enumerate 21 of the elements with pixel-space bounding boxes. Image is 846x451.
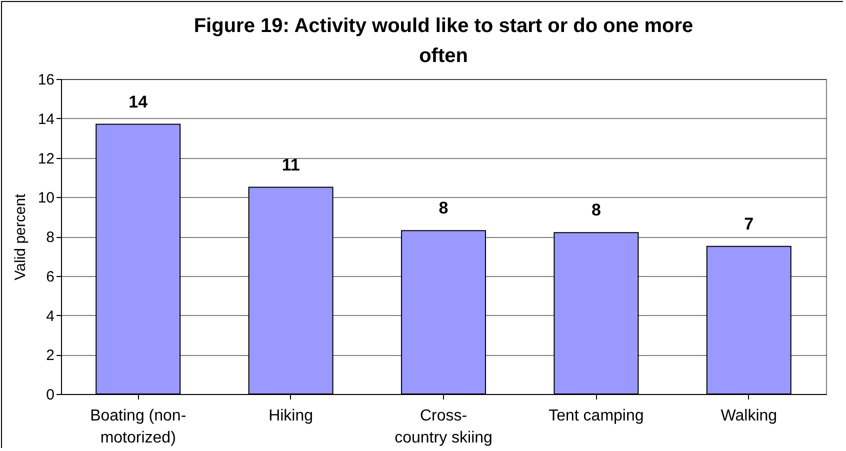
data-label: 7	[744, 214, 754, 234]
data-label: 8	[438, 198, 448, 218]
data-label: 14	[128, 92, 148, 112]
y-tick-label: 4	[46, 308, 54, 325]
y-tick-label: 10	[38, 190, 54, 207]
data-label: 8	[591, 200, 601, 220]
x-tick-label: Hiking	[268, 408, 314, 424]
x-tick-label: Walking	[720, 408, 778, 424]
y-tick-label: 14	[38, 110, 54, 128]
data-label: 11	[282, 155, 300, 174]
y-tick-label: 0	[46, 386, 54, 404]
y-tick-label: 16	[38, 72, 54, 88]
y-tick-label: 12	[38, 150, 54, 168]
x-tick-label: Tent camping	[548, 408, 644, 424]
y-tick-label: 2	[46, 347, 54, 364]
x-tick-label: Boating (non-motorized)	[90, 408, 186, 446]
chart-title: Figure 19: Activity would like to start or do one more often	[194, 15, 694, 67]
y-axis-title: Valid percent	[12, 192, 29, 280]
x-tick-label: Cross-country skiing	[394, 408, 492, 446]
y-tick-label: 8	[46, 229, 54, 246]
y-tick-label: 6	[46, 268, 54, 286]
